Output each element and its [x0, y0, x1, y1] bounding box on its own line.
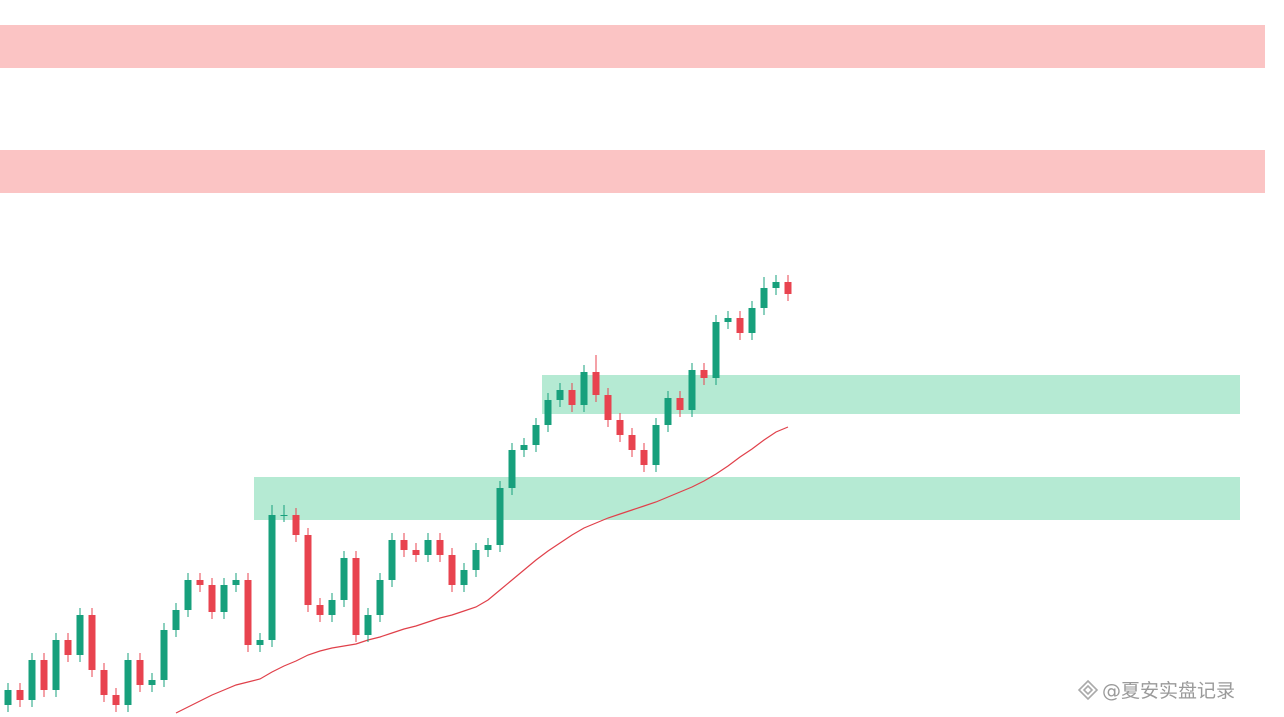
candle-body [580, 372, 588, 405]
candle-body [496, 488, 504, 545]
candle-body [304, 535, 312, 605]
candle-body [736, 318, 744, 333]
candle-body [328, 600, 336, 615]
candle-body [460, 570, 468, 585]
candle-body [532, 425, 540, 445]
candle-body [340, 558, 348, 600]
candle-body [592, 372, 600, 395]
candle-body [76, 615, 84, 655]
candle-body [256, 640, 264, 645]
candle-body [556, 390, 564, 400]
candle-body [748, 308, 756, 333]
candle-body [388, 540, 396, 580]
candle-body [652, 425, 660, 465]
candle-body [292, 515, 300, 535]
candle-body [604, 395, 612, 420]
candle-body [448, 555, 456, 585]
candle-body [700, 370, 708, 378]
candle-body [640, 450, 648, 465]
candle-body [88, 615, 96, 670]
candle-body [772, 282, 780, 288]
candle-body [64, 640, 72, 655]
candle-body [184, 580, 192, 610]
candle-body [400, 540, 408, 550]
candle-body [112, 695, 120, 705]
candle-body [316, 605, 324, 615]
candle-body [508, 450, 516, 488]
candle-body [568, 390, 576, 405]
candle-body [676, 398, 684, 410]
candle-body [28, 660, 36, 700]
candle-body [136, 660, 144, 685]
candle-body [688, 370, 696, 410]
candle-body [484, 545, 492, 550]
candle-body [628, 435, 636, 450]
candle-body [712, 322, 720, 378]
candle-body [760, 288, 768, 308]
candle-body [148, 680, 156, 685]
candle-body [232, 580, 240, 585]
candle-body [436, 540, 444, 555]
candle-body [4, 690, 12, 705]
candle-body [220, 585, 228, 612]
plot [0, 25, 1265, 714]
candle-body [724, 318, 732, 322]
candle-body [520, 445, 528, 450]
zone [254, 477, 1240, 520]
candle-body [160, 630, 168, 680]
candle-body [472, 550, 480, 570]
watermark-icon [1077, 679, 1099, 701]
candle-body [280, 515, 288, 516]
candle-body [244, 580, 252, 645]
moving-average [175, 426, 789, 714]
candle-body [616, 420, 624, 435]
candle-body [52, 640, 60, 690]
zone [0, 25, 1265, 68]
candle-body [376, 580, 384, 615]
zone [0, 150, 1265, 193]
candle-body [196, 580, 204, 585]
zone [542, 375, 1240, 414]
candle-body [544, 400, 552, 425]
candle-body [124, 660, 132, 705]
candle-body [16, 690, 24, 700]
candle-body [100, 670, 108, 695]
watermark: @夏安实盘记录 [1102, 680, 1235, 702]
candle-body [364, 615, 372, 635]
candle-body [172, 610, 180, 630]
candle-body [784, 282, 792, 294]
candle-body [424, 540, 432, 555]
candle-body [268, 515, 276, 640]
candle-body [352, 558, 360, 635]
candle-body [412, 550, 420, 555]
candle-body [208, 585, 216, 612]
candle-body [664, 398, 672, 425]
candle-body [40, 660, 48, 690]
